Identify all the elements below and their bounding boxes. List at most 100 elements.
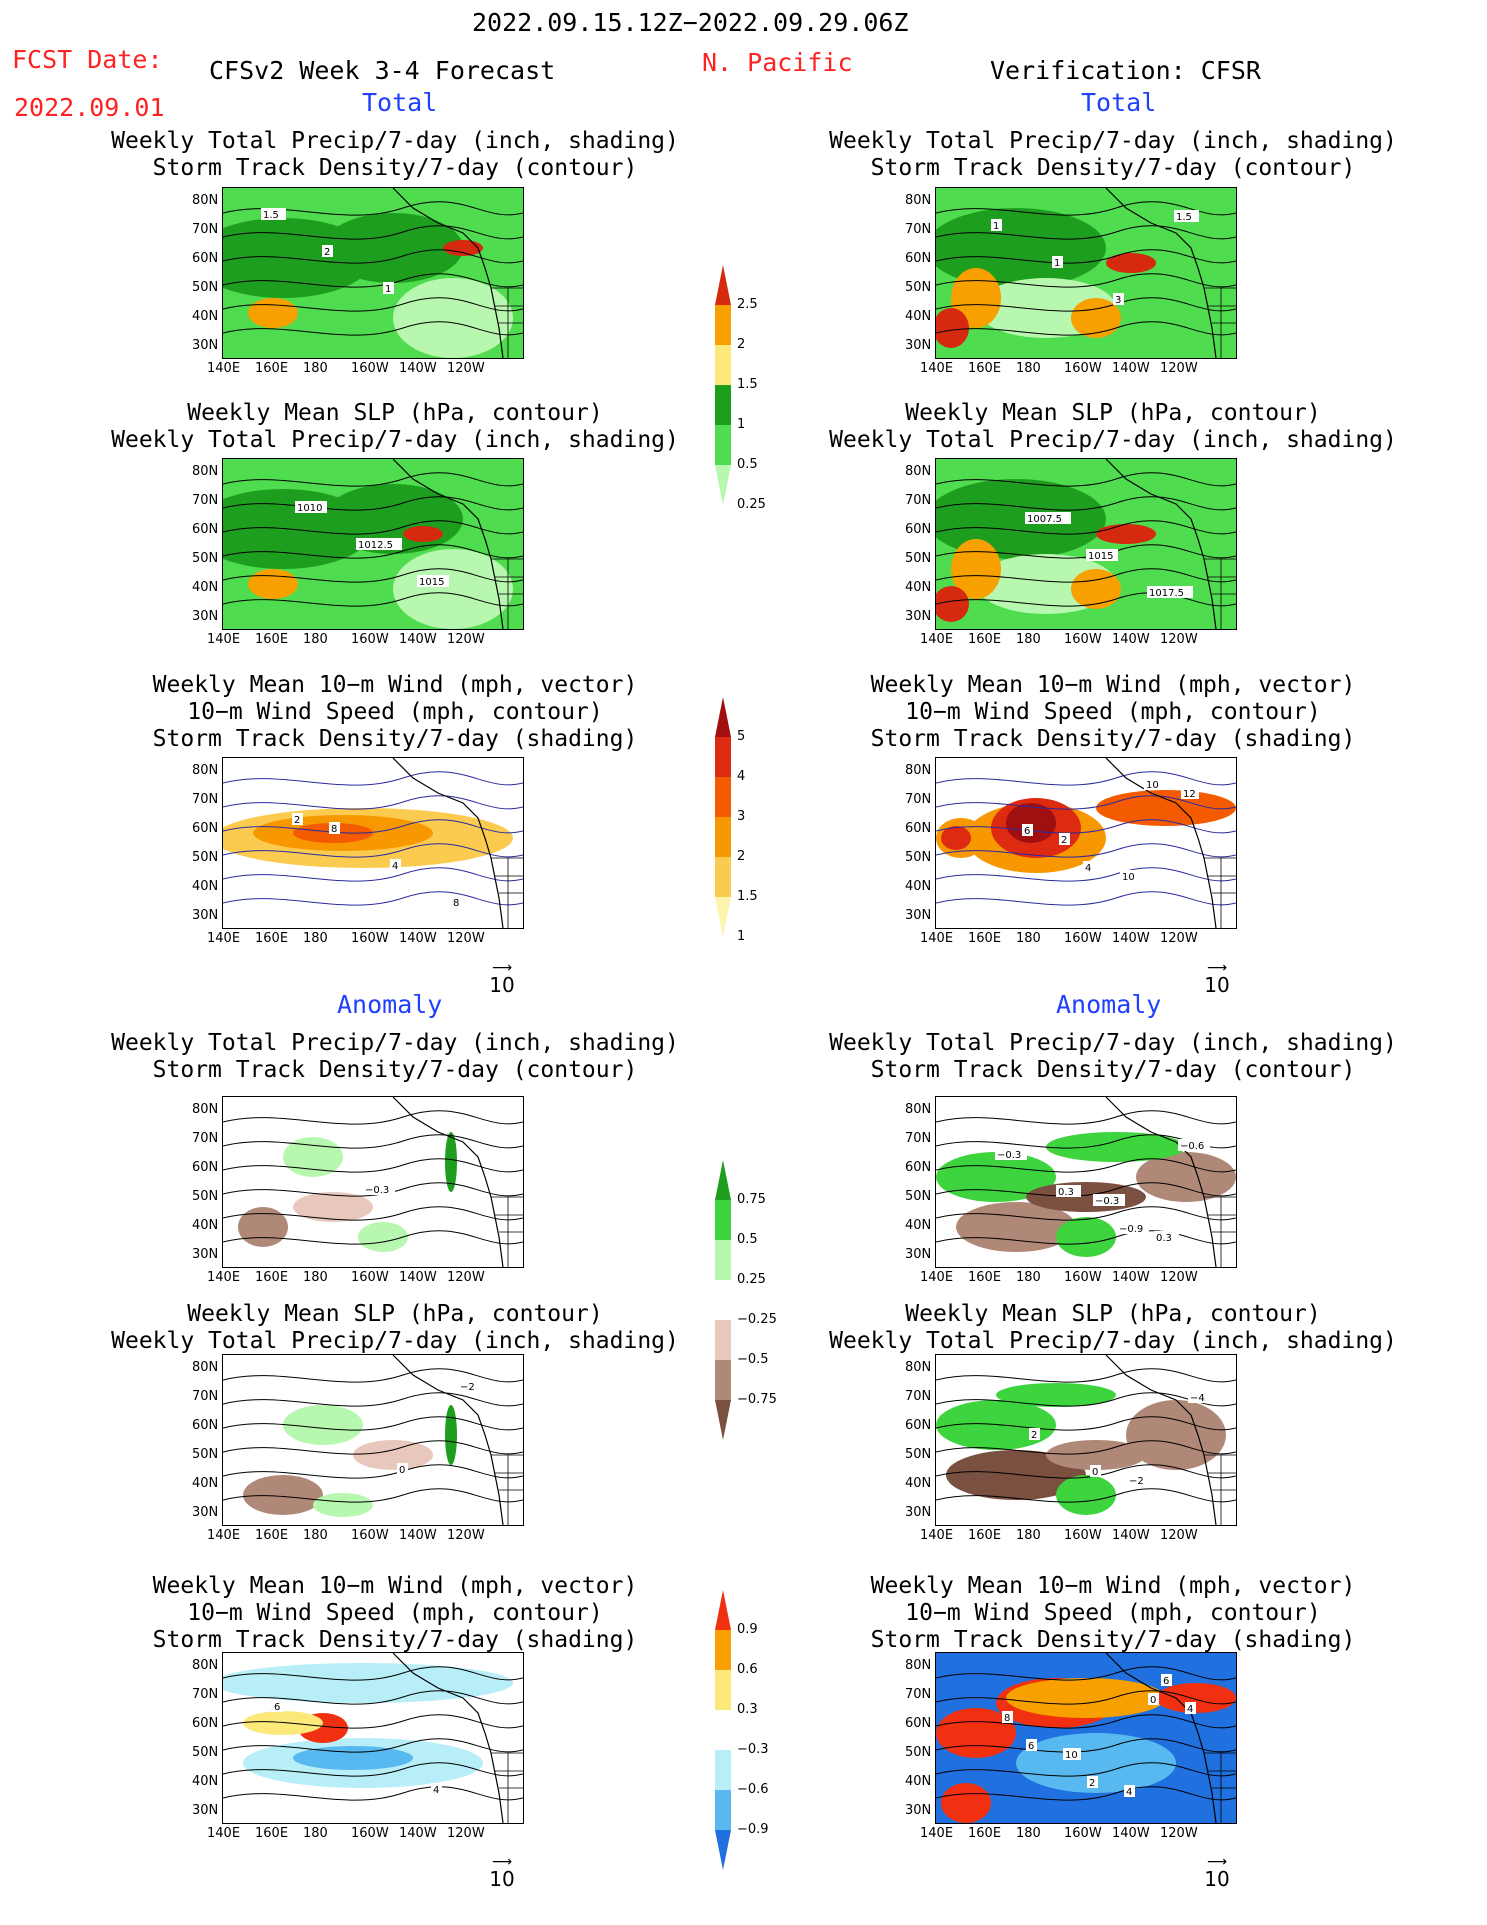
colorbar-label: 0.25 (737, 497, 766, 512)
colorbar-label: 5 (737, 729, 746, 744)
panel-title-L5: Weekly Mean SLP (hPa, contour) Weekly Tot… (111, 1301, 679, 1354)
shading-region (1106, 253, 1156, 273)
vector-ref-L6: ⟶ 10 (482, 1855, 522, 1891)
colorbar-segment (715, 465, 731, 505)
contour-line (223, 1786, 523, 1801)
contour-label: 0.3 (1058, 1187, 1074, 1198)
colorbar-label: 0.5 (737, 457, 758, 472)
shading-region (951, 268, 1001, 328)
contour-line (223, 225, 523, 240)
lon-label: 120W (1160, 361, 1198, 376)
contour-label-box (1147, 586, 1193, 598)
contour-label-box (356, 538, 402, 550)
contour-label: 3 (1115, 295, 1121, 306)
lat-label: 50N (905, 280, 932, 295)
shading-region (248, 569, 298, 599)
contour-label-box (991, 219, 1002, 231)
lon-label: 140W (1112, 931, 1150, 946)
shading-region (951, 539, 1001, 599)
lat-label: 60N (905, 1160, 932, 1175)
contour-label: −2 (1129, 1476, 1144, 1487)
contour-label-box (1185, 1702, 1196, 1714)
contour-label: 2 (324, 247, 330, 258)
contour-label: 4 (1126, 1787, 1132, 1798)
colorbar-label: −0.25 (737, 1312, 777, 1327)
contour-line (936, 819, 1236, 834)
contour-line (936, 867, 1236, 882)
contour-line (936, 1110, 1236, 1125)
contour-line (223, 273, 523, 288)
contour-line (223, 568, 523, 583)
region-title: N. Pacific (702, 48, 853, 77)
lon-label: 140W (399, 1826, 437, 1841)
panel-title-L6: Weekly Mean 10−m Wind (mph, vector) 10−m … (152, 1573, 638, 1653)
contour-label-box (1059, 833, 1070, 845)
contour-line (936, 1714, 1236, 1729)
lon-label: 120W (1160, 931, 1198, 946)
section-total-left: Total (362, 88, 438, 117)
lon-label: 180 (1016, 931, 1041, 946)
contour-label: 1017.5 (1149, 588, 1184, 599)
colorbar-label: 0.5 (737, 1232, 758, 1247)
map-panel-L3: 8 4 8 2 (222, 757, 524, 929)
contour-label-box (1056, 1185, 1081, 1197)
contour-label: 1.5 (1176, 212, 1192, 223)
state-borders (1204, 1196, 1236, 1267)
state-borders (491, 857, 523, 928)
lon-label: 120W (1160, 1270, 1198, 1285)
lon-label: 140E (920, 1270, 954, 1285)
lat-label: 60N (192, 522, 219, 537)
lon-label: 140W (399, 931, 437, 946)
coastline (1105, 1097, 1217, 1267)
lat-label: 30N (905, 1505, 932, 1520)
contour-label-box (272, 1700, 283, 1712)
contour-line (936, 771, 1236, 786)
lat-label: 70N (905, 493, 932, 508)
colorbar-label: 2 (737, 849, 746, 864)
lat-label: 70N (192, 493, 219, 508)
lat-label: 50N (192, 1189, 219, 1204)
coastline (392, 758, 504, 928)
lat-label: 80N (192, 1360, 219, 1375)
contour-label-box (295, 501, 327, 513)
contour-label: 1007.5 (1027, 514, 1062, 525)
contour-label-box (292, 813, 303, 825)
shading-region (293, 1192, 373, 1222)
lat-label: 80N (905, 1658, 932, 1673)
contour-label-box (261, 208, 286, 220)
lat-label: 40N (192, 1774, 219, 1789)
state-borders (491, 287, 523, 358)
contour-line (223, 1134, 523, 1149)
colorbar-segment (715, 1360, 731, 1400)
contour-label-box (1124, 1785, 1135, 1797)
contour-label: 1.5 (263, 210, 279, 221)
colorbar-label: −0.6 (737, 1782, 769, 1797)
shading-region (445, 1132, 457, 1192)
colorbar-segment (715, 265, 731, 305)
lat-label: 60N (905, 522, 932, 537)
contour-label-box (390, 859, 401, 871)
contour-label-box (1025, 512, 1071, 524)
shading-region (293, 1746, 413, 1770)
shading-region (941, 1783, 991, 1823)
colorbar-segment (715, 1710, 731, 1750)
coastline (392, 188, 504, 358)
contour-label: −0.9 (1119, 1224, 1143, 1235)
contour-label: 2 (1089, 1778, 1095, 1789)
lat-label: 50N (192, 1745, 219, 1760)
state-borders (491, 1196, 523, 1267)
shading-region (941, 826, 971, 850)
panel-title-L4: Weekly Total Precip/7-day (inch, shading… (111, 1030, 679, 1083)
lat-label: 60N (905, 1716, 932, 1731)
contour-line (936, 1762, 1236, 1777)
lon-label: 140W (399, 1270, 437, 1285)
colorbar-label: 1.5 (737, 377, 758, 392)
lon-label: 140W (1112, 1528, 1150, 1543)
lat-label: 40N (905, 309, 932, 324)
contour-label-box (1090, 1465, 1101, 1477)
contour-line (936, 568, 1236, 583)
contour-label-box (1022, 824, 1033, 836)
shading-region (1126, 1400, 1226, 1470)
lat-label: 70N (905, 792, 932, 807)
